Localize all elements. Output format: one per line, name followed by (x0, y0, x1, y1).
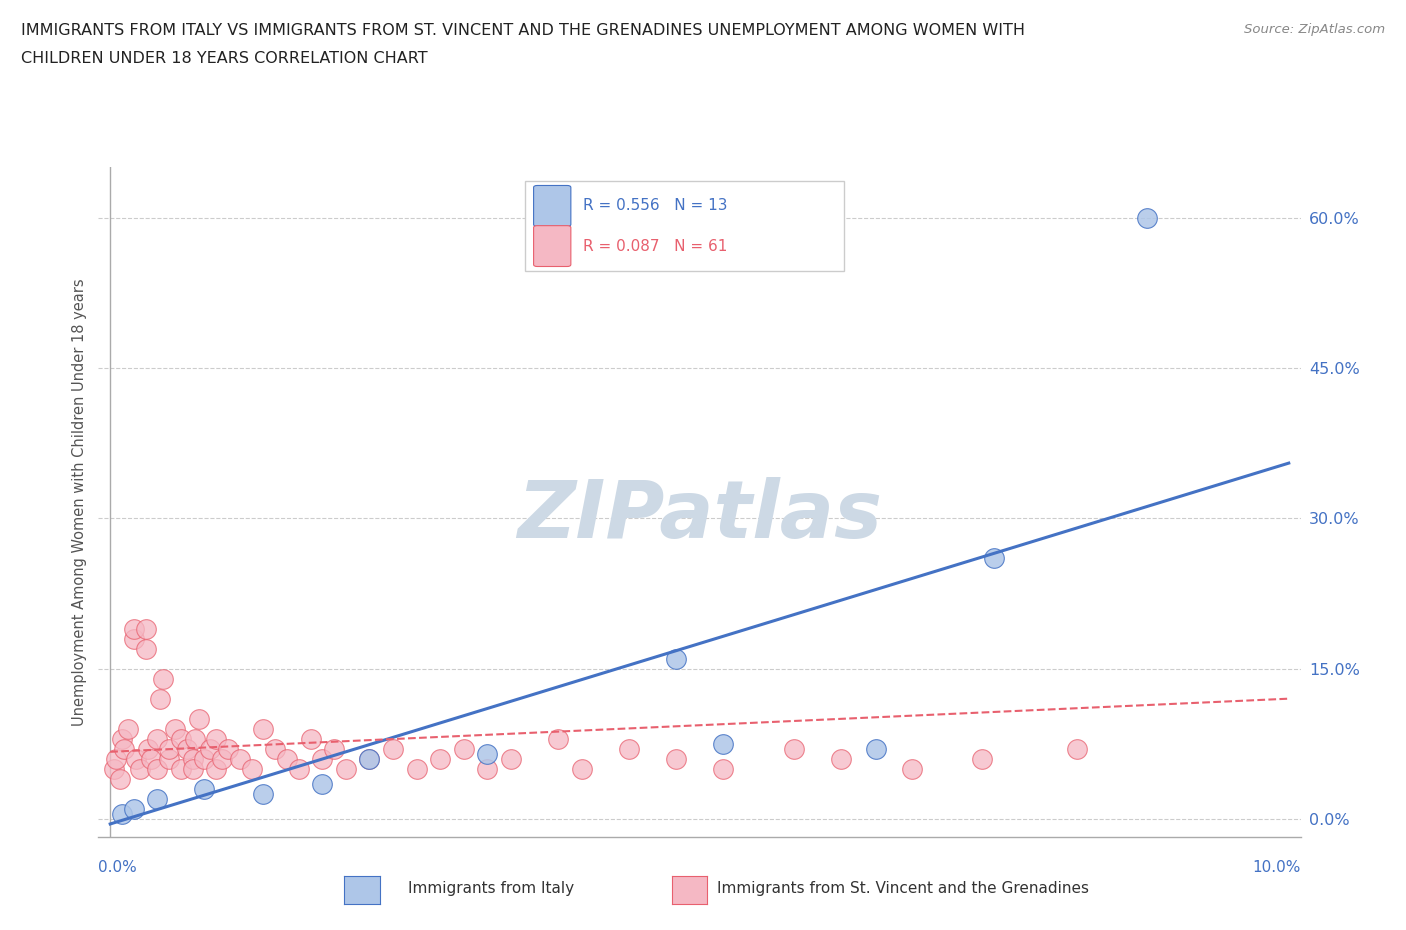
Point (187, 711, 209, 726)
Point (181, 751, 204, 766)
Text: Immigrants from St. Vincent and the Grenadines: Immigrants from St. Vincent and the Gren… (717, 881, 1090, 896)
Point (105, 751, 128, 766)
Point (170, 762, 193, 777)
Point (429, 751, 451, 766)
Point (276, 751, 298, 766)
Point (135, 641, 157, 656)
Point (229, 751, 252, 766)
Point (141, 751, 163, 766)
Point (571, 762, 593, 777)
Point (711, 737, 734, 751)
Text: Source: ZipAtlas.com: Source: ZipAtlas.com (1244, 23, 1385, 36)
Point (335, 762, 357, 777)
Text: R = 0.556   N = 13: R = 0.556 N = 13 (583, 198, 727, 213)
Point (323, 741, 346, 756)
Point (193, 751, 215, 766)
Point (117, 722, 139, 737)
Point (783, 741, 806, 756)
FancyBboxPatch shape (534, 226, 571, 267)
Point (252, 787, 274, 802)
Point (181, 762, 204, 777)
Point (108, 771, 131, 786)
Point (152, 671, 174, 686)
Text: 10.0%: 10.0% (1253, 860, 1301, 875)
Text: 0.0%: 0.0% (98, 860, 138, 875)
Point (211, 751, 233, 766)
Point (617, 741, 640, 756)
Point (264, 741, 287, 756)
Point (477, 762, 499, 777)
Point (240, 762, 263, 777)
Text: IMMIGRANTS FROM ITALY VS IMMIGRANTS FROM ST. VINCENT AND THE GRENADINES UNEMPLOY: IMMIGRANTS FROM ITALY VS IMMIGRANTS FROM… (21, 23, 1025, 38)
Point (170, 731, 193, 746)
FancyBboxPatch shape (534, 185, 571, 226)
Point (128, 762, 150, 777)
Point (111, 731, 134, 746)
Text: R = 0.087   N = 61: R = 0.087 N = 61 (583, 239, 727, 254)
Point (547, 731, 569, 746)
Point (157, 751, 180, 766)
Point (311, 751, 333, 766)
Point (193, 781, 215, 796)
Point (146, 762, 169, 777)
Point (1066, 741, 1088, 756)
Point (163, 722, 186, 737)
Point (157, 741, 180, 756)
Text: CHILDREN UNDER 18 YEARS CORRELATION CHART: CHILDREN UNDER 18 YEARS CORRELATION CHAR… (21, 51, 427, 66)
Point (122, 621, 145, 636)
Point (453, 741, 475, 756)
Text: Immigrants from Italy: Immigrants from Italy (408, 881, 574, 896)
Point (146, 791, 169, 806)
Point (359, 751, 381, 766)
Point (122, 631, 145, 646)
Y-axis label: Unemployment Among Women with Children Under 18 years: Unemployment Among Women with Children U… (72, 278, 87, 726)
Point (184, 731, 207, 746)
Point (200, 741, 222, 756)
Point (900, 762, 922, 777)
Point (205, 731, 228, 746)
Point (205, 762, 228, 777)
Point (103, 762, 125, 777)
FancyBboxPatch shape (526, 180, 844, 272)
Point (252, 722, 274, 737)
Point (217, 741, 239, 756)
Point (299, 731, 322, 746)
Point (287, 762, 309, 777)
Point (135, 621, 157, 636)
Point (1136, 210, 1159, 225)
Point (711, 762, 734, 777)
Point (136, 741, 159, 756)
Point (382, 741, 405, 756)
Point (359, 751, 381, 766)
Point (972, 751, 994, 766)
Point (125, 751, 148, 766)
Point (405, 762, 427, 777)
Point (477, 747, 499, 762)
Point (983, 551, 1005, 565)
Point (122, 802, 145, 817)
Point (111, 806, 134, 821)
Point (146, 731, 169, 746)
Point (112, 741, 135, 756)
Point (665, 651, 688, 666)
Point (830, 751, 852, 766)
Point (176, 741, 198, 756)
Point (865, 741, 887, 756)
Point (499, 751, 522, 766)
Point (665, 751, 688, 766)
Point (149, 691, 172, 706)
Point (311, 777, 333, 791)
Text: ZIPatlas: ZIPatlas (517, 476, 882, 554)
